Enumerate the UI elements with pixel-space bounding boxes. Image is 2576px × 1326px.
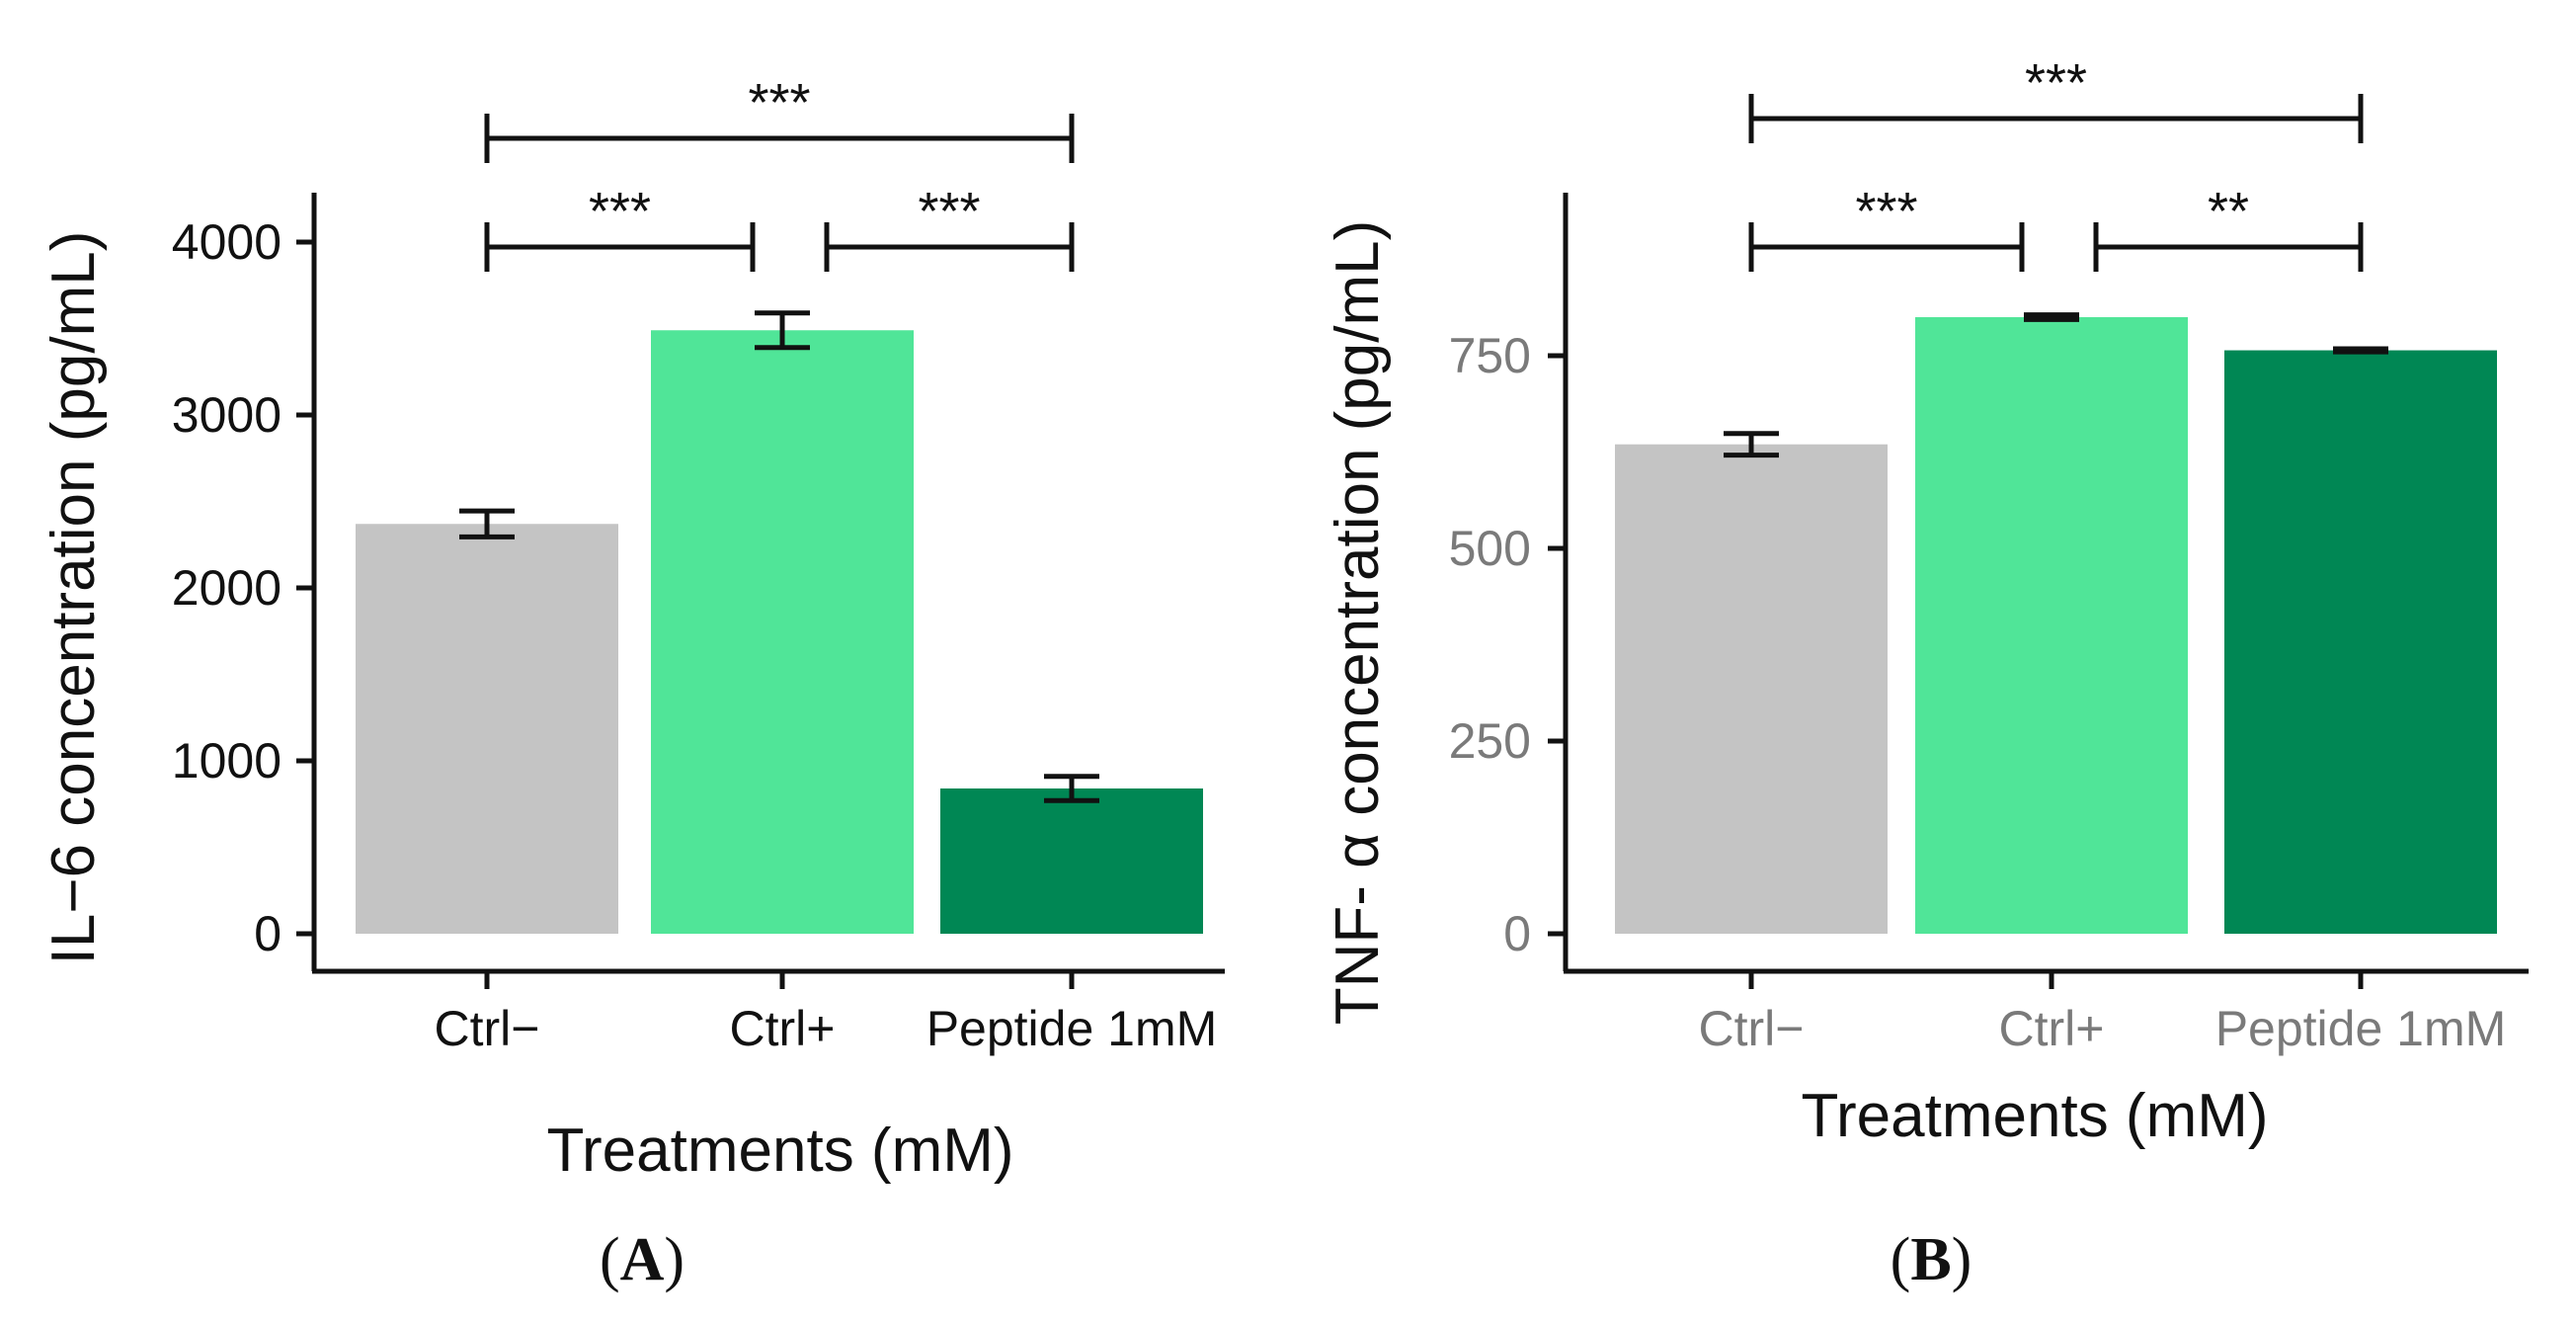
panel-a-y-tick-label-1000: 1000 — [172, 733, 282, 788]
panel-a-y-tick-label-0: 0 — [254, 906, 282, 961]
panel-a-significance-label-1: *** — [589, 182, 651, 241]
panel-a-y-tick-label-3000: 3000 — [172, 387, 282, 443]
panel-b-significance-bracket-3: *** — [1748, 53, 2364, 143]
panel-b-chart: TNF- α concentration (pg/mL) Treatments … — [1324, 53, 2529, 1293]
panel-b-y-tick-label-250: 250 — [1449, 713, 1531, 769]
panel-b-significance-bracket-1: *** — [1748, 182, 2025, 272]
panel-a-y-tick-label-2000: 2000 — [172, 560, 282, 616]
panel-b-error-bar-1 — [1724, 431, 1779, 458]
panel-a-bar-3 — [940, 788, 1203, 934]
panel-b-y-tick-label-0: 0 — [1503, 906, 1531, 961]
panel-a-label-letter: A — [620, 1226, 665, 1293]
panel-b-label-letter: B — [1910, 1226, 1951, 1293]
panel-a-label: (A) — [600, 1226, 684, 1293]
panel-b-bar-2 — [1915, 317, 2188, 934]
panel-b-significance-label-3: *** — [2025, 53, 2087, 113]
panel-b-bar-1 — [1615, 444, 1888, 934]
panel-b-x-tick-label-2: Ctrl+ — [1999, 1001, 2105, 1056]
panel-a-significance-bracket-2: *** — [824, 182, 1075, 272]
panel-a-error-bar-2 — [755, 310, 810, 351]
panel-a-error-bar-1 — [459, 508, 515, 539]
panel-a-significance-label-3: *** — [748, 73, 810, 132]
panel-b-x-tick-label-3: Peptide 1mM — [2215, 1001, 2507, 1056]
panel-a-significance-bracket-3: *** — [484, 73, 1075, 163]
panel-b-x-axis-title: Treatments (mM) — [1801, 1082, 2268, 1150]
panel-b-significance-label-1: *** — [1855, 182, 1917, 241]
panel-b-label: (B) — [1891, 1226, 1972, 1293]
panel-a-bar-1 — [356, 524, 618, 934]
panel-b-x-tick-label-1: Ctrl− — [1699, 1001, 1805, 1056]
panel-a-y-axis-title: IL−6 concentration (pg/mL) — [40, 231, 108, 965]
panel-b-error-bar-2 — [2024, 312, 2079, 322]
panel-a-error-bar-3 — [1044, 774, 1099, 803]
panel-b-significance-label-2: ** — [2208, 182, 2249, 241]
panel-a-x-axis-title: Treatments (mM) — [546, 1117, 1013, 1185]
panel-b-error-bar-3 — [2333, 346, 2388, 355]
panel-a-x-tick-label-1: Ctrl− — [435, 1001, 540, 1056]
panel-a-y-tick-label-4000: 4000 — [172, 214, 282, 270]
panel-a-x-tick-label-3: Peptide 1mM — [926, 1001, 1218, 1056]
panel-a-significance-label-2: *** — [918, 182, 980, 241]
panel-b-y-tick-label-750: 750 — [1449, 328, 1531, 383]
panel-a-chart: IL−6 concentration (pg/mL) Treatments (m… — [40, 73, 1225, 1293]
panel-b-bar-3 — [2224, 350, 2497, 934]
panel-a-significance-bracket-1: *** — [484, 182, 756, 272]
panel-a-x-tick-label-2: Ctrl+ — [730, 1001, 836, 1056]
panel-a-bar-2 — [651, 330, 914, 934]
panel-b-y-tick-label-500: 500 — [1449, 521, 1531, 576]
panel-b-significance-bracket-2: ** — [2093, 182, 2364, 272]
panel-b-y-axis-title: TNF- α concentration (pg/mL) — [1324, 220, 1392, 1026]
